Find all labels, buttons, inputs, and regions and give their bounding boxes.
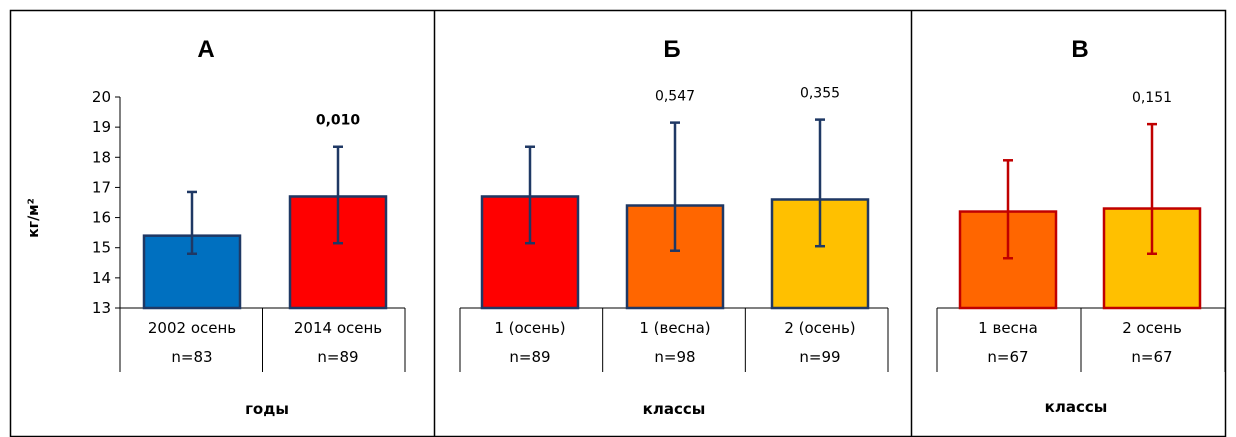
y-tick-label: 13 [92, 299, 111, 317]
category-label: 1 (весна) [639, 319, 710, 337]
bar [1102, 207, 1202, 310]
x-axis-label: годы [245, 400, 289, 418]
panel-b: Б классы 1 (осень) n=89 0,547 1 (весна) n=98… [459, 36, 889, 418]
sample-size-label: n=67 [987, 348, 1028, 366]
y-tick-label: 19 [92, 118, 111, 136]
panel-v: В классы 1 весна n=67 0,151 2 осень n=67 [936, 36, 1226, 416]
y-tick-label: 17 [92, 178, 111, 196]
p-value-label: 0,151 [1132, 90, 1172, 106]
panel-title: Б [663, 36, 680, 63]
category-label: 2014 осень [294, 319, 382, 337]
y-tick-label: 20 [92, 88, 111, 106]
category-label: 1 весна [978, 319, 1038, 337]
sample-size-label: n=99 [799, 348, 840, 366]
panel-a: А кг/м² годы 13 14 15 16 17 18 19 20 2002 осень n… [26, 36, 406, 418]
sample-size-label: n=83 [171, 348, 212, 366]
category-label: 2 (осень) [784, 319, 855, 337]
p-value-label: 0,547 [655, 89, 695, 105]
sample-size-label: n=98 [654, 348, 695, 366]
p-value-label: 0,355 [800, 86, 840, 102]
sample-size-label: n=67 [1131, 348, 1172, 366]
sample-size-label: n=89 [509, 348, 550, 366]
p-value-label: 0,010 [316, 113, 361, 129]
y-tick-label: 18 [92, 148, 111, 166]
panel-title: А [197, 36, 214, 63]
y-tick-label: 14 [92, 269, 111, 287]
x-axis-label: классы [1045, 398, 1108, 416]
category-label: 1 (осень) [494, 319, 565, 337]
sample-size-label: n=89 [317, 348, 358, 366]
category-label: 2 осень [1122, 319, 1182, 337]
category-label: 2002 осень [148, 319, 236, 337]
y-axis-label: кг/м² [26, 198, 42, 238]
y-tick-label: 15 [92, 239, 111, 257]
panel-title: В [1071, 36, 1088, 63]
y-tick-label: 16 [92, 209, 111, 227]
x-axis-label: классы [643, 400, 706, 418]
